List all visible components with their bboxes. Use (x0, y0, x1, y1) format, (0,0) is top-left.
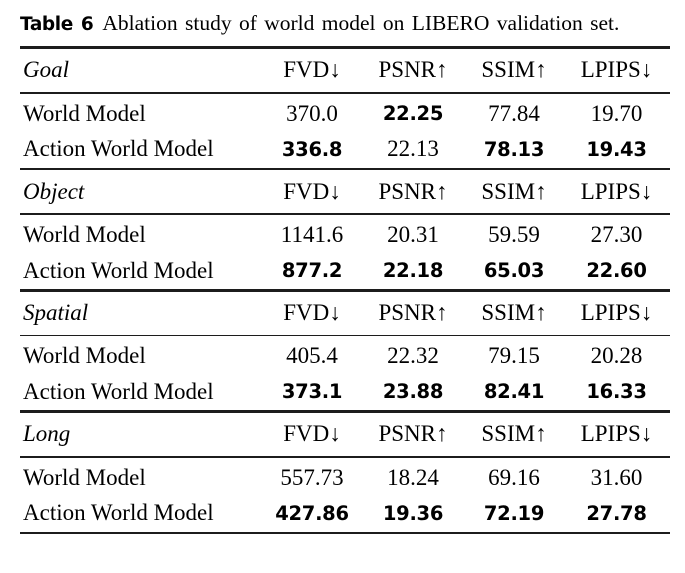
header-rule (20, 91, 670, 94)
column-header-fvd: FVD↓ (283, 300, 341, 325)
row-label: Action World Model (23, 257, 214, 283)
section-name: Goal (23, 57, 69, 83)
value-cell: 31.60 (590, 464, 643, 490)
header-rule (20, 213, 670, 215)
value-cell: 336.8 (281, 137, 343, 161)
row-label: Action World Model (23, 500, 214, 526)
value-cell: 557.73 (280, 464, 344, 490)
value-cell: 370.0 (286, 100, 338, 126)
section-name: Spatial (23, 300, 89, 325)
section-name: Object (23, 178, 85, 204)
value-cell: 22.13 (387, 136, 439, 162)
section-rule (20, 289, 670, 292)
value-cell: 59.59 (488, 222, 540, 247)
table-caption-label: Table 6 (20, 14, 94, 35)
column-header-ssim: SSIM↑ (481, 300, 547, 325)
column-header-psnr: PSNR↑ (378, 178, 448, 204)
value-cell: 1141.6 (280, 222, 344, 247)
table-section-goal: Goal FVD↓ PSNR↑ SSIM↑ LPIPS↓ World Model… (20, 49, 670, 171)
table-row: World Model 405.4 22.32 79.15 20.28 (20, 336, 670, 373)
value-cell: 20.31 (387, 222, 439, 247)
value-cell: 19.70 (590, 100, 643, 126)
top-rule (20, 46, 670, 49)
row-label: World Model (23, 100, 146, 126)
value-cell: 82.41 (483, 380, 545, 404)
column-header-lpips: LPIPS↓ (580, 300, 653, 325)
table-row: World Model 1141.6 20.31 59.59 27.30 (20, 215, 670, 252)
value-cell: 19.43 (586, 137, 647, 161)
header-rule (20, 334, 670, 337)
table-row: World Model 557.73 18.24 69.16 31.60 (20, 458, 670, 495)
value-cell: 23.88 (382, 380, 444, 404)
value-cell: 69.16 (488, 464, 540, 490)
value-cell: 22.32 (387, 343, 439, 369)
column-header-ssim: SSIM↑ (481, 421, 547, 447)
value-cell: 19.36 (382, 501, 444, 525)
column-header-fvd: FVD↓ (283, 421, 341, 447)
section-rule (20, 167, 670, 171)
header-rule (20, 455, 670, 458)
column-header-psnr: PSNR↑ (378, 421, 448, 447)
row-label: World Model (23, 222, 146, 247)
table-row: World Model 370.0 22.25 77.84 19.70 (20, 94, 670, 131)
section-header-row: Spatial FVD↓ PSNR↑ SSIM↑ LPIPS↓ (20, 292, 670, 335)
table-row: Action World Model 336.8 22.13 78.13 19.… (20, 131, 670, 168)
value-cell: 20.28 (590, 343, 643, 369)
section-header-row: Goal FVD↓ PSNR↑ SSIM↑ LPIPS↓ (20, 49, 670, 92)
section-rule (20, 410, 670, 413)
value-cell: 22.25 (382, 102, 444, 126)
table-section-spatial: Spatial FVD↓ PSNR↑ SSIM↑ LPIPS↓ World Mo… (20, 292, 670, 413)
table-row: Action World Model 877.2 22.18 65.03 22.… (20, 252, 670, 289)
section-name: Long (23, 421, 71, 447)
value-cell: 877.2 (281, 259, 343, 282)
value-cell: 27.30 (590, 222, 643, 247)
value-cell: 65.03 (483, 259, 545, 282)
column-header-lpips: LPIPS↓ (580, 421, 653, 447)
table-section-long: Long FVD↓ PSNR↑ SSIM↑ LPIPS↓ World Model… (20, 413, 670, 535)
table-row: Action World Model 373.1 23.88 82.41 16.… (20, 373, 670, 410)
value-cell: 22.18 (382, 259, 444, 282)
value-cell: 27.78 (586, 501, 647, 525)
row-label: World Model (23, 464, 146, 490)
bottom-rule (20, 531, 670, 535)
value-cell: 77.84 (488, 100, 540, 126)
row-label: Action World Model (23, 378, 214, 404)
table-caption: Table 6 Ablation study of world model on … (20, 9, 672, 37)
value-cell: 427.86 (275, 501, 349, 525)
value-cell: 405.4 (286, 343, 338, 369)
column-header-fvd: FVD↓ (283, 57, 341, 83)
row-label: Action World Model (23, 136, 214, 162)
column-header-ssim: SSIM↑ (481, 178, 547, 204)
column-header-psnr: PSNR↑ (378, 57, 448, 83)
value-cell: 72.19 (483, 501, 545, 525)
value-cell: 79.15 (488, 343, 540, 369)
table-caption-text: Ablation study of world model on LIBERO … (102, 11, 620, 35)
section-header-row: Long FVD↓ PSNR↑ SSIM↑ LPIPS↓ (20, 413, 670, 456)
value-cell: 78.13 (483, 137, 545, 161)
value-cell: 18.24 (387, 464, 439, 490)
value-cell: 22.60 (586, 259, 647, 282)
column-header-lpips: LPIPS↓ (580, 178, 653, 204)
table-section-object: Object FVD↓ PSNR↑ SSIM↑ LPIPS↓ World Mod… (20, 170, 670, 292)
row-label: World Model (23, 343, 146, 369)
paper-page: Table 6 Ablation study of world model on … (20, 9, 672, 535)
column-header-psnr: PSNR↑ (378, 300, 448, 325)
table-row: Action World Model 427.86 19.36 72.19 27… (20, 495, 670, 532)
value-cell: 373.1 (281, 380, 343, 404)
column-header-lpips: LPIPS↓ (580, 57, 653, 83)
value-cell: 16.33 (586, 380, 647, 404)
column-header-ssim: SSIM↑ (481, 57, 547, 83)
section-header-row: Object FVD↓ PSNR↑ SSIM↑ LPIPS↓ (20, 170, 670, 213)
ablation-table: Goal FVD↓ PSNR↑ SSIM↑ LPIPS↓ World Model… (20, 46, 670, 535)
column-header-fvd: FVD↓ (283, 178, 341, 204)
